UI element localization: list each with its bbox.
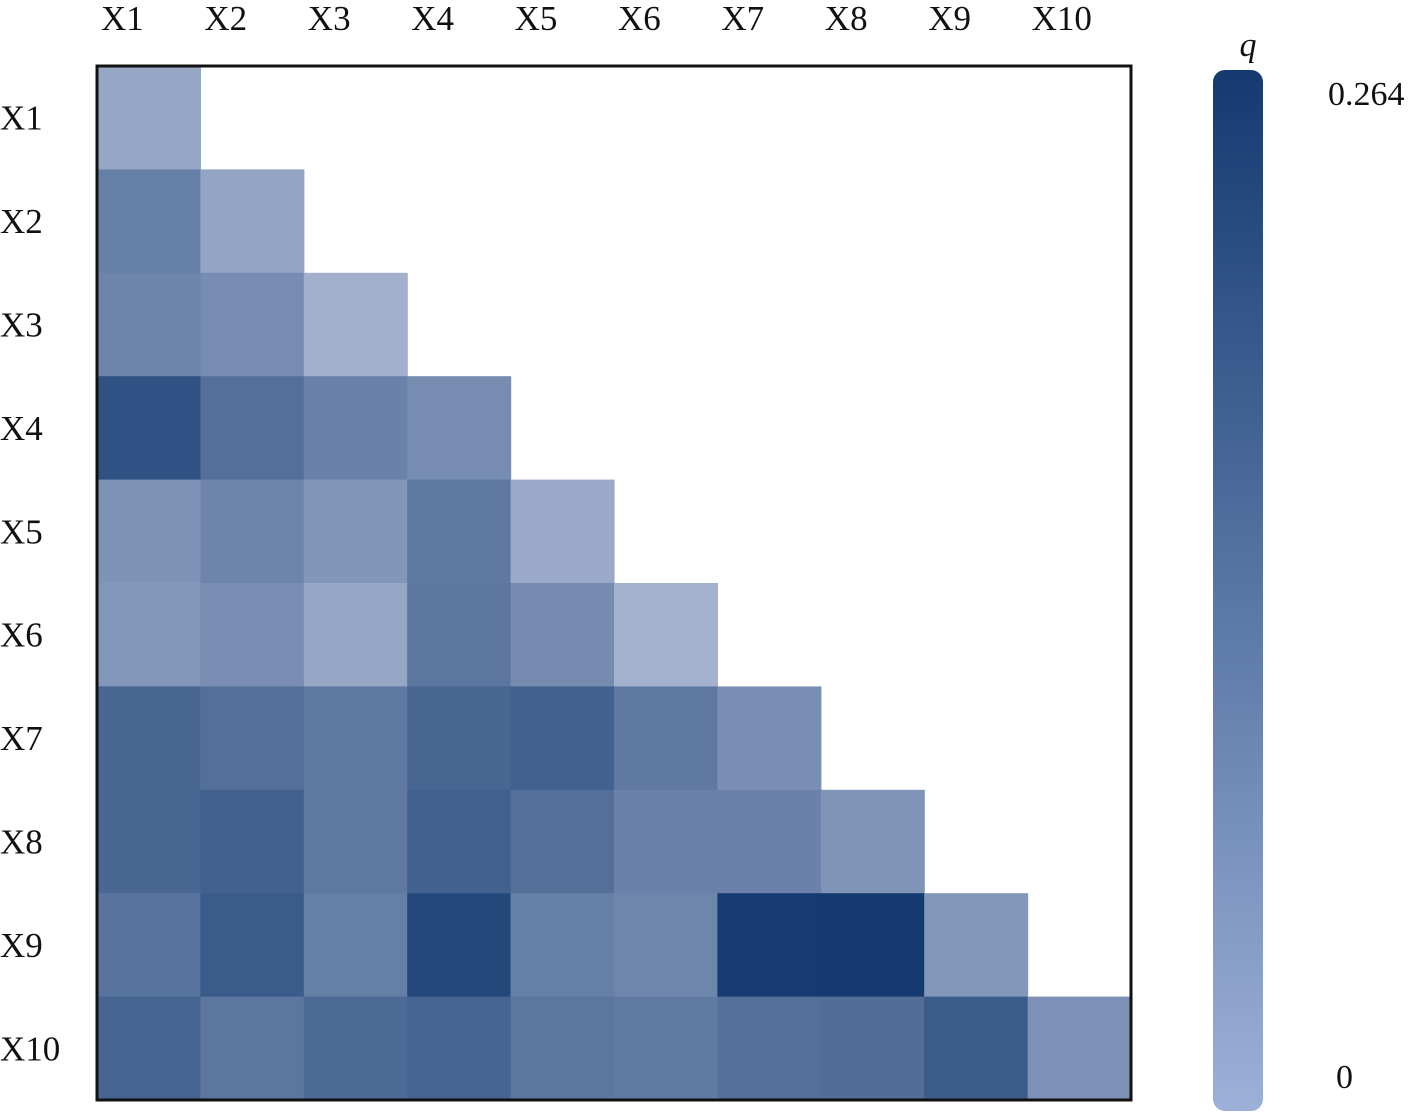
- heatmap-cell-X8-X5: [510, 789, 615, 894]
- heatmap-cell-X10-X5: [510, 996, 615, 1101]
- x-tick-label: X7: [721, 0, 764, 38]
- heatmap-cell-X7-X3: [303, 686, 408, 791]
- y-tick-label: X1: [0, 99, 43, 138]
- heatmap-cell-X4-X1: [97, 376, 201, 481]
- heatmap-cell-X5-X1: [97, 479, 201, 584]
- heatmap-cell-X7-X1: [97, 686, 201, 791]
- heatmap-cell-X8-X8: [820, 789, 925, 894]
- heatmap-cell-X4-X3: [303, 376, 408, 481]
- y-tick-label: X4: [0, 409, 43, 448]
- heatmap-cell-X9-X5: [510, 893, 615, 998]
- heatmap-cell-X8-X3: [303, 789, 408, 894]
- heatmap-cell-X8-X4: [407, 789, 512, 894]
- heatmap-cell-X9-X6: [614, 893, 718, 998]
- heatmap-cell-X7-X5: [510, 686, 615, 791]
- heatmap-cell-X1-X1: [97, 66, 201, 170]
- heatmap-cell-X10-X2: [200, 996, 305, 1101]
- heatmap-cell-X7-X4: [407, 686, 512, 791]
- heatmap-cell-X9-X3: [303, 893, 408, 998]
- x-tick-label: X10: [1032, 0, 1092, 38]
- x-axis-labels: X1 X2 X3 X4 X5 X6 X7 X8 X9 X10: [101, 0, 1092, 38]
- heatmap-cell-X9-X9: [924, 893, 1029, 998]
- colorbar-min-label: 0: [1336, 1059, 1353, 1096]
- heatmap-cell-X10-X7: [717, 996, 822, 1101]
- heatmap-cell-X9-X8: [820, 893, 925, 998]
- heatmap-cell-X8-X6: [614, 789, 718, 894]
- heatmap-cell-X9-X2: [200, 893, 305, 998]
- heatmap-cell-X7-X2: [200, 686, 305, 791]
- y-axis-labels: X1 X2 X3 X4 X5 X6 X7 X8 X9 X10: [0, 99, 60, 1069]
- heatmap-cell-X10-X10: [1027, 996, 1132, 1101]
- heatmap-cell-X9-X4: [407, 893, 512, 998]
- y-tick-label: X7: [0, 719, 43, 758]
- y-tick-label: X6: [0, 616, 43, 655]
- heatmap-cell-X9-X1: [97, 893, 201, 998]
- x-tick-label: X4: [411, 0, 454, 38]
- x-tick-label: X3: [308, 0, 351, 38]
- heatmap-cell-X5-X4: [407, 479, 512, 584]
- y-tick-label: X9: [0, 926, 43, 965]
- heatmap-cell-X6-X1: [97, 583, 201, 687]
- colorbar-max-label: 0.264: [1328, 76, 1405, 113]
- heatmap-cell-X3-X1: [97, 272, 201, 377]
- heatmap-cell-X4-X4: [407, 376, 512, 481]
- heatmap-cell-X7-X6: [614, 686, 718, 791]
- heatmap-cell-X6-X2: [200, 583, 305, 687]
- heatmap-cell-X5-X3: [303, 479, 408, 584]
- heatmap-cell-X6-X6: [614, 583, 718, 687]
- y-tick-label: X5: [0, 512, 43, 551]
- heatmap-cell-X3-X2: [200, 272, 305, 377]
- heatmap-cell-X10-X1: [97, 996, 201, 1101]
- heatmap-cell-X5-X5: [510, 479, 615, 584]
- heatmap-cell-X4-X2: [200, 376, 305, 481]
- heatmap-cells: [97, 66, 1132, 1101]
- heatmap-cell-X6-X5: [510, 583, 615, 687]
- heatmap-cell-X10-X6: [614, 996, 718, 1101]
- heatmap-cell-X3-X3: [303, 272, 408, 377]
- heatmap-cell-X8-X2: [200, 789, 305, 894]
- y-tick-label: X3: [0, 306, 43, 345]
- heatmap-cell-X2-X1: [97, 169, 201, 274]
- x-tick-label: X9: [928, 0, 971, 38]
- y-tick-label: X10: [0, 1029, 60, 1068]
- heatmap-cell-X8-X7: [717, 789, 822, 894]
- colorbar-title: q: [1240, 27, 1257, 64]
- heatmap-cell-X10-X9: [924, 996, 1029, 1101]
- heatmap-cell-X10-X8: [820, 996, 925, 1101]
- plot-frame: [95, 64, 1133, 1102]
- colorbar: [1213, 70, 1263, 1111]
- heatmap-cell-X5-X2: [200, 479, 305, 584]
- x-tick-label: X5: [515, 0, 558, 38]
- x-tick-label: X2: [204, 0, 247, 38]
- heatmap-cell-X6-X4: [407, 583, 512, 687]
- x-tick-label: X6: [618, 0, 661, 38]
- x-tick-label: X8: [825, 0, 868, 38]
- heatmap-cell-X6-X3: [303, 583, 408, 687]
- heatmap-cell-X7-X7: [717, 686, 822, 791]
- heatmap-cell-X10-X4: [407, 996, 512, 1101]
- heatmap-cell-X10-X3: [303, 996, 408, 1101]
- x-tick-label: X1: [101, 0, 144, 38]
- y-tick-label: X8: [0, 823, 43, 862]
- y-tick-label: X2: [0, 202, 43, 241]
- heatmap-cell-X9-X7: [717, 893, 822, 998]
- heatmap-cell-X8-X1: [97, 789, 201, 894]
- heatmap-cell-X2-X2: [200, 169, 305, 274]
